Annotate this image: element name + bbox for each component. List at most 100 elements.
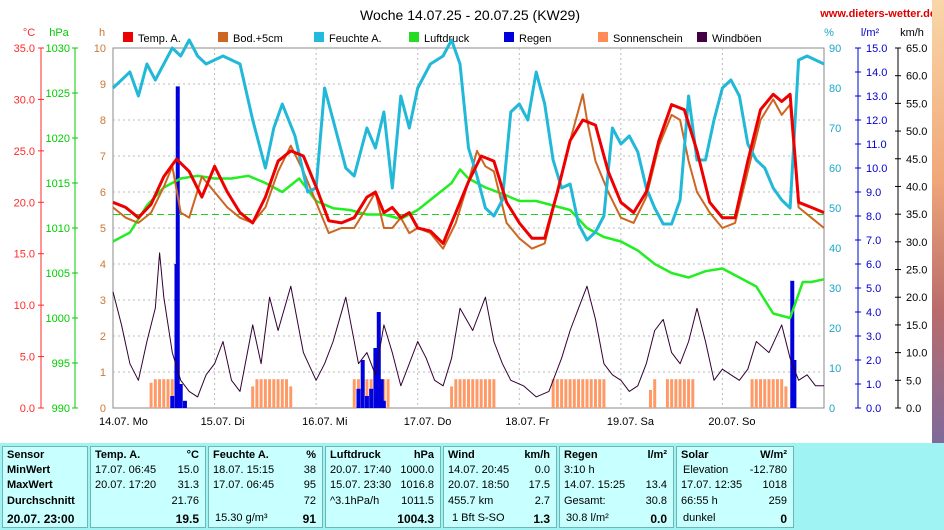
hours-tick-label: 10 xyxy=(94,43,106,55)
sunshine-bar xyxy=(492,379,496,408)
humidity-tick-label: 90 xyxy=(829,43,841,55)
sunshine-bar xyxy=(775,379,779,408)
temp-tick-label: 25.0 xyxy=(14,146,35,158)
wind-min: 0.0 xyxy=(534,464,550,476)
pressure-tick-label: 995 xyxy=(52,358,70,370)
pressure-min-time: 20.07. 17:40 xyxy=(330,464,392,476)
sunshine-bar xyxy=(577,379,581,408)
wind-tick-label: 15.0 xyxy=(906,320,927,332)
sunshine-bar xyxy=(268,379,272,408)
pressure-unit: hPa xyxy=(413,449,434,461)
wind-tick-label: 65.0 xyxy=(906,43,927,55)
solar-state: dunkel xyxy=(683,512,716,524)
temp-tick-label: 0.0 xyxy=(20,403,35,415)
solar-max-time: 17.07. 12:35 xyxy=(681,479,743,491)
wind-tick-label: 50.0 xyxy=(906,126,927,138)
humidity-tick-label: 0 xyxy=(829,403,835,415)
hours-tick-label: 0 xyxy=(100,403,106,415)
temp-min-time: 17.07. 06:45 xyxy=(95,464,157,476)
wind-min-time: 14.07. 20:45 xyxy=(448,464,510,476)
sunshine-bar xyxy=(280,379,284,408)
sunshine-bar xyxy=(462,379,466,408)
legend-label-4: Regen xyxy=(519,33,551,45)
rain-bar xyxy=(356,388,361,408)
pressure-tick-label: 1030 xyxy=(46,43,70,55)
hours-tick-label: 7 xyxy=(100,151,106,163)
temp-tick-label: 15.0 xyxy=(14,249,35,261)
sunshine-bar xyxy=(771,379,775,408)
legend-swatch-1 xyxy=(218,32,228,42)
solar-header: Solar xyxy=(681,449,709,461)
solar-avg: 259 xyxy=(768,495,787,507)
hours-tick-label: 4 xyxy=(100,259,106,271)
sunshine-bar xyxy=(754,379,758,408)
hours-tick-label: 3 xyxy=(100,295,106,307)
solar-elevation-label: Elevation xyxy=(683,464,729,476)
pressure-tick-label: 1020 xyxy=(46,133,70,145)
wind-header: Wind xyxy=(448,449,475,461)
sunshine-bar xyxy=(458,379,462,408)
rain-now: 0.0 xyxy=(650,512,667,526)
sunshine-bar xyxy=(750,379,754,408)
humidity-tick-label: 80 xyxy=(829,83,841,95)
sunshine-bar xyxy=(276,379,280,408)
rain-tick-label: 14.0 xyxy=(866,67,887,79)
rain-bar xyxy=(360,360,365,408)
rain-tick-label: 4.0 xyxy=(866,307,881,319)
humidity-tick-label: 60 xyxy=(829,163,841,175)
label-max: MaxWert xyxy=(7,479,53,491)
day-label-5: 19.07. Sa xyxy=(607,416,655,428)
sunshine-bar xyxy=(471,379,475,408)
rain-tick-label: 5.0 xyxy=(866,283,881,295)
rain-bars xyxy=(170,86,797,409)
legend-label-2: Feuchte A. xyxy=(329,33,382,45)
solar-elevation: -12.780 xyxy=(749,464,787,476)
sunshine-bar xyxy=(687,379,691,408)
rain-max: 13.4 xyxy=(645,479,667,491)
sunshine-bar xyxy=(682,379,686,408)
sunshine-bar xyxy=(585,379,589,408)
rain-duration: 3:10 h xyxy=(564,464,595,476)
humidity-tick-label: 50 xyxy=(829,203,841,215)
humidity-tick-label: 20 xyxy=(829,323,841,335)
wind-tick-label: 60.0 xyxy=(906,71,927,83)
pressure-tick-label: 1000 xyxy=(46,313,70,325)
weather-chart: Woche 14.07.25 - 20.07.25 (KW29) www.die… xyxy=(14,7,936,428)
day-label-4: 18.07. Fr xyxy=(505,416,549,428)
rain-tick-label: 10.0 xyxy=(866,163,887,175)
sunshine-bar xyxy=(251,386,255,408)
rain-tick-label: 11.0 xyxy=(866,139,887,151)
stats-temp-panel: Temp. A. °C 17.07. 06:45 15.0 20.07. 17:20… xyxy=(90,446,206,528)
label-avg: Durchschnitt xyxy=(7,495,75,507)
series-line-feuchte-a- xyxy=(111,38,825,242)
label-now: 20.07. 23:00 xyxy=(7,512,75,526)
site-url[interactable]: www.dieters-wetter.de xyxy=(819,8,936,20)
hours-tick-label: 6 xyxy=(100,187,106,199)
sunshine-bar xyxy=(386,379,390,408)
stats-labels-panel: Sensor MinWert MaxWert Durchschnitt 20.0… xyxy=(2,446,88,528)
pressure-tick-label: 1005 xyxy=(46,268,70,280)
sunshine-bar xyxy=(450,386,454,408)
series-line-windb-en xyxy=(112,252,824,398)
stats-solar-panel: Solar W/m² Elevation -12.780 17.07. 12:35 1… xyxy=(676,446,794,528)
hours-unit-label: h xyxy=(99,27,105,39)
rain-tick-label: 3.0 xyxy=(866,331,881,343)
rain-tick-label: 15.0 xyxy=(866,43,887,55)
humidity-tick-label: 10 xyxy=(829,363,841,375)
sunshine-bar xyxy=(488,379,492,408)
left-axes: °C hPa h 0.0 5.0 10.0 15.0 20.0 25.0 30.0 35.0 990 9… xyxy=(14,27,106,415)
rain-bar xyxy=(379,379,384,408)
pressure-max-time: 15.07. 23:30 xyxy=(330,479,392,491)
day-label-3: 17.07. Do xyxy=(404,416,452,428)
sunshine-bar xyxy=(158,379,162,408)
legend-swatch-6 xyxy=(697,32,707,42)
sunshine-bars xyxy=(149,379,788,408)
pressure-min: 1000.0 xyxy=(400,464,434,476)
temp-unit-label: °C xyxy=(23,27,35,39)
rain-tick-label: 9.0 xyxy=(866,187,881,199)
sunshine-bar xyxy=(149,382,153,408)
sunset-decoration xyxy=(932,0,944,443)
sunshine-bar xyxy=(555,379,559,408)
stats-pressure-panel: Luftdruck hPa 20.07. 17:40 1000.0 15.07. 2… xyxy=(325,446,441,528)
temp-min: 15.0 xyxy=(177,464,199,476)
